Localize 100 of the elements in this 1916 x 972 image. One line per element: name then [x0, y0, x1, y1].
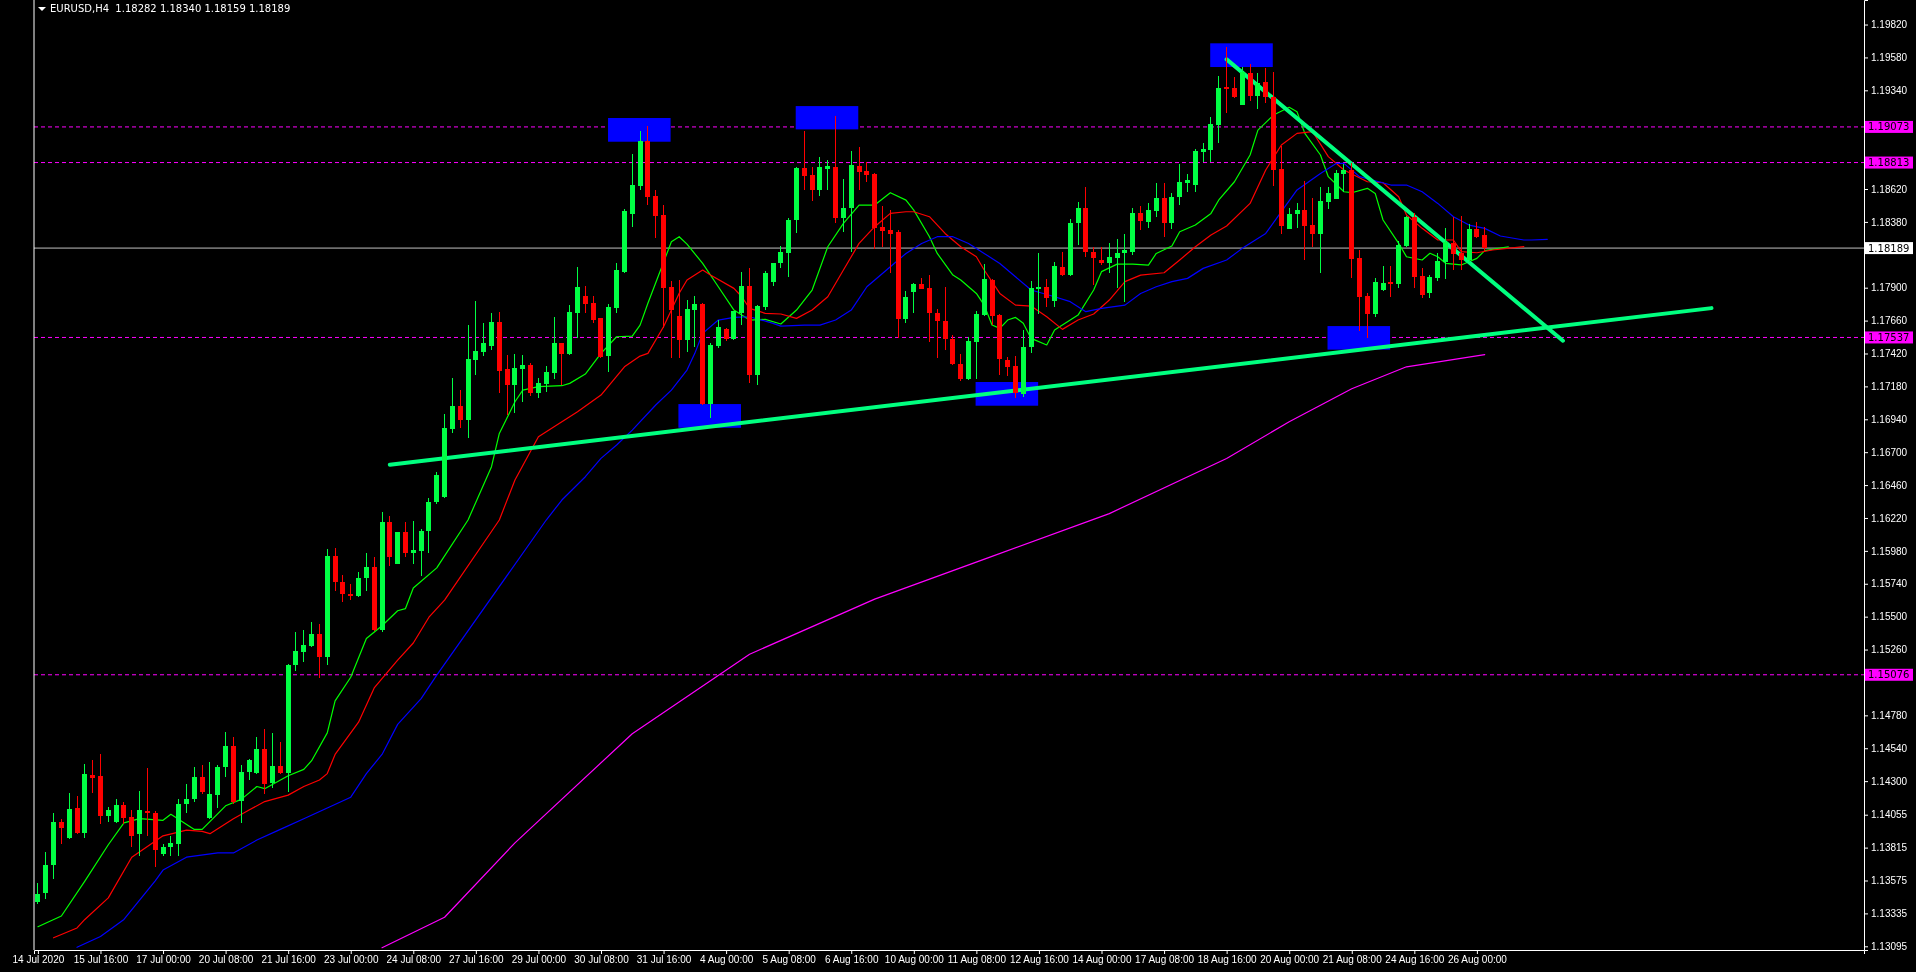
- candlestick: [1099, 247, 1104, 266]
- x-tick-label: 24 Jul 08:00: [386, 954, 442, 966]
- ref-line-label: 1.17537: [1868, 331, 1910, 343]
- candlestick: [1232, 76, 1237, 99]
- x-tick-label: 14 Jul 2020: [12, 954, 65, 966]
- x-tick-label: 17 Aug 08:00: [1135, 954, 1195, 966]
- candlestick: [1076, 202, 1081, 246]
- candlestick: [473, 301, 478, 376]
- candlestick: [1185, 174, 1190, 192]
- candlestick: [864, 161, 869, 182]
- candlestick: [1224, 47, 1229, 114]
- x-tick-label: 12 Aug 16:00: [1009, 954, 1070, 966]
- candlestick: [168, 835, 173, 856]
- y-tick-label: 1.13095: [1871, 941, 1908, 952]
- x-tick-label: 21 Jul 16:00: [261, 954, 317, 966]
- candlestick: [888, 210, 893, 274]
- ref-line-label: 1.15076: [1868, 669, 1910, 681]
- candlestick: [1091, 247, 1096, 286]
- y-tick-label: 1.14540: [1871, 742, 1908, 754]
- y-tick-label: 1.19820: [1871, 19, 1908, 31]
- y-tick-label: 1.13335: [1871, 908, 1908, 920]
- candlestick: [880, 206, 885, 247]
- y-tick-label: 1.16220: [1871, 512, 1908, 524]
- x-tick-label: 17 Jul 00:00: [136, 954, 192, 966]
- y-tick-label: 1.19580: [1871, 52, 1908, 64]
- candlestick: [1263, 68, 1268, 104]
- candlestick: [841, 179, 846, 232]
- candlestick: [802, 130, 807, 191]
- candlestick: [575, 267, 580, 339]
- candlestick: [1060, 251, 1065, 276]
- candlestick: [1201, 143, 1206, 162]
- candlestick: [1138, 206, 1143, 230]
- x-tick-label: 14 Aug 00:00: [1072, 954, 1132, 966]
- candlestick: [825, 160, 830, 191]
- candlestick: [184, 784, 189, 814]
- candlestick: [935, 309, 940, 358]
- x-tick-label: 23 Jul 00:00: [323, 954, 379, 966]
- candlestick: [911, 282, 916, 313]
- candlestick: [106, 807, 111, 823]
- y-tick-label: 1.18380: [1871, 216, 1908, 228]
- x-tick-label: 27 Jul 16:00: [449, 954, 505, 966]
- candlestick: [559, 343, 564, 386]
- y-tick-label: 1.15740: [1871, 578, 1908, 590]
- candlestick: [1474, 222, 1479, 239]
- x-tick-label: 6 Aug 16:00: [825, 954, 879, 966]
- x-tick-label: 20 Jul 08:00: [198, 954, 254, 966]
- candlestick: [1115, 239, 1120, 289]
- candlestick: [1326, 186, 1331, 210]
- x-tick-label: 10 Aug 00:00: [884, 954, 945, 966]
- candlestick: [505, 355, 510, 416]
- chart-title: EURUSD,H4 1.18282 1.18340 1.18159 1.18189: [50, 3, 291, 14]
- candlestick: [1459, 216, 1464, 271]
- candlestick: [1154, 183, 1159, 217]
- candlestick: [1381, 266, 1386, 291]
- candlestick: [481, 323, 486, 356]
- x-tick-label: 11 Aug 08:00: [947, 954, 1007, 966]
- y-tick-label: 1.13815: [1871, 842, 1908, 854]
- x-tick-label: 18 Aug 16:00: [1197, 954, 1258, 966]
- y-tick-label: 1.17180: [1871, 381, 1908, 393]
- candlestick: [520, 355, 525, 403]
- candlestick: [1036, 252, 1041, 315]
- y-tick-label: 1.18620: [1871, 183, 1908, 195]
- candlestick: [1146, 203, 1151, 229]
- y-tick-label: 1.14780: [1871, 710, 1908, 722]
- candlestick: [1388, 266, 1393, 297]
- y-tick-label: 1.14300: [1871, 775, 1908, 787]
- x-tick-label: 29 Jul 00:00: [511, 954, 567, 966]
- candlestick: [1341, 164, 1346, 192]
- y-tick-label: 1.16460: [1871, 479, 1908, 491]
- candlestick: [293, 632, 298, 671]
- candlestick: [1005, 356, 1010, 377]
- x-tick-label: 4 Aug 00:00: [699, 954, 754, 966]
- y-tick-label: 1.17660: [1871, 315, 1908, 327]
- candlestick: [1122, 234, 1127, 302]
- y-tick-label: 1.13575: [1871, 875, 1908, 887]
- x-tick-label: 26 Aug 00:00: [1447, 954, 1508, 966]
- y-tick-label: 1.17900: [1871, 282, 1908, 294]
- x-tick-label: 15 Jul 16:00: [73, 954, 129, 966]
- candlestick: [512, 354, 517, 414]
- candlestick: [278, 741, 283, 774]
- y-tick-label: 1.15500: [1871, 611, 1908, 623]
- ref-line-label: 1.18813: [1868, 157, 1910, 169]
- x-tick-label: 21 Aug 08:00: [1322, 954, 1383, 966]
- candlestick: [1451, 216, 1456, 271]
- x-tick-label: 24 Aug 16:00: [1385, 954, 1445, 966]
- y-tick-label: 1.17420: [1871, 348, 1908, 360]
- candlestick: [348, 583, 353, 601]
- candlestick: [411, 521, 416, 564]
- candlestick: [1302, 181, 1307, 261]
- candlestick: [1107, 242, 1112, 274]
- ref-line-label: 1.18189: [1868, 242, 1910, 254]
- ref-line-label: 1.19073: [1868, 121, 1910, 133]
- x-tick-label: 30 Jul 08:00: [574, 954, 630, 966]
- x-tick-label: 5 Aug 08:00: [762, 954, 817, 966]
- candlestick: [1310, 198, 1315, 247]
- candlestick: [692, 296, 697, 347]
- candlestick: [90, 759, 95, 793]
- candlestick: [544, 366, 549, 392]
- candlestick: [301, 630, 306, 663]
- candlestick: [857, 146, 862, 191]
